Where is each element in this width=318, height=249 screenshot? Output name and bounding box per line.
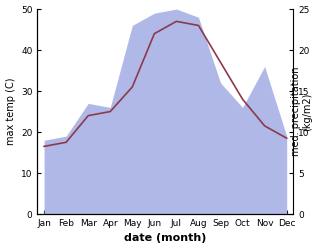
- X-axis label: date (month): date (month): [124, 234, 207, 244]
- Y-axis label: max temp (C): max temp (C): [5, 78, 16, 145]
- Y-axis label: med. precipitation
(kg/m2): med. precipitation (kg/m2): [291, 67, 313, 156]
